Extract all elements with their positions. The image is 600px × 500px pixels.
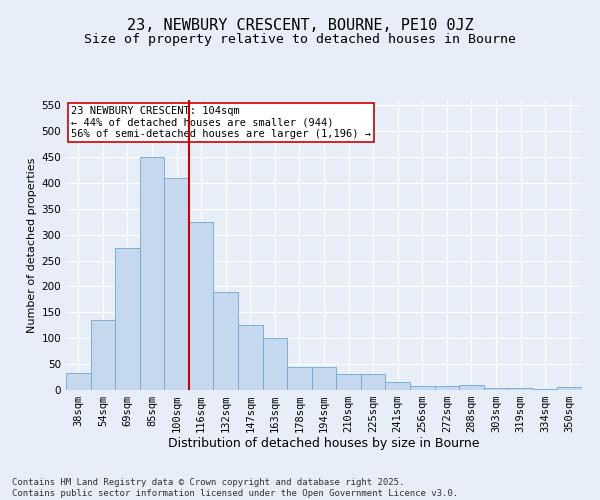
Bar [91, 320, 115, 390]
Bar [434, 386, 459, 390]
Bar [263, 338, 287, 390]
Y-axis label: Number of detached properties: Number of detached properties [27, 158, 37, 332]
Bar [508, 388, 533, 390]
Bar [361, 374, 385, 390]
Bar [459, 386, 484, 390]
Text: 23 NEWBURY CRESCENT: 104sqm
← 44% of detached houses are smaller (944)
56% of se: 23 NEWBURY CRESCENT: 104sqm ← 44% of det… [71, 106, 371, 139]
Bar [312, 367, 336, 390]
Bar [189, 222, 214, 390]
Bar [336, 374, 361, 390]
Text: Contains HM Land Registry data © Crown copyright and database right 2025.
Contai: Contains HM Land Registry data © Crown c… [12, 478, 458, 498]
Bar [140, 157, 164, 390]
Bar [214, 292, 238, 390]
Text: 23, NEWBURY CRESCENT, BOURNE, PE10 0JZ: 23, NEWBURY CRESCENT, BOURNE, PE10 0JZ [127, 18, 473, 32]
Bar [385, 382, 410, 390]
X-axis label: Distribution of detached houses by size in Bourne: Distribution of detached houses by size … [168, 436, 480, 450]
Bar [238, 326, 263, 390]
Bar [115, 248, 140, 390]
Bar [557, 387, 582, 390]
Bar [287, 367, 312, 390]
Bar [484, 388, 508, 390]
Bar [66, 373, 91, 390]
Bar [410, 386, 434, 390]
Bar [533, 389, 557, 390]
Bar [164, 178, 189, 390]
Text: Size of property relative to detached houses in Bourne: Size of property relative to detached ho… [84, 32, 516, 46]
